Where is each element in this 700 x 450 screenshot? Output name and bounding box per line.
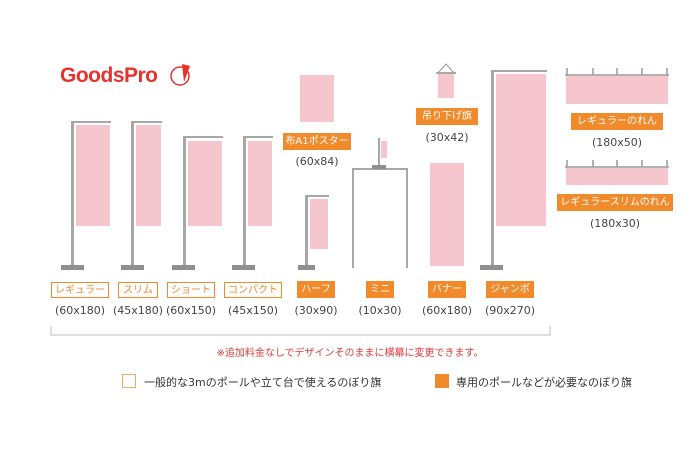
slim-label: スリム [118, 282, 158, 298]
mini-frame-left [352, 168, 354, 268]
slim-size: (45x180) [112, 304, 164, 317]
goodspro-logo: GoodsPro [60, 64, 158, 87]
half-size: (30x90) [294, 304, 338, 317]
banner-conversion-note: ※追加料金なしでデザインそのままに横幕に変更できます。 [216, 348, 484, 359]
poster-size: (60x84) [295, 155, 339, 168]
short-flag [188, 141, 222, 226]
poster-cloth [300, 75, 334, 122]
noren-rod-icon [565, 68, 669, 76]
logo-flag-icon [170, 64, 190, 86]
half-label: ハーフ [297, 281, 335, 298]
mini-size: (10x30) [358, 304, 402, 317]
compact-base [232, 265, 255, 270]
jumbo-base [480, 265, 503, 270]
hanging-bar [436, 72, 456, 74]
mini-flag [381, 141, 387, 158]
noren-size: (180x50) [591, 136, 643, 149]
short-size: (60x150) [165, 304, 217, 317]
noren-label: レギュラーのれん [571, 113, 663, 130]
mini-frame [352, 168, 408, 170]
poster-label: 布A1ポスター [283, 133, 351, 150]
regular-flag [76, 125, 110, 226]
hanging-flag [438, 74, 454, 98]
legend-filled-swatch [435, 374, 449, 388]
half-pole [305, 195, 308, 267]
banner-label: バナー [428, 281, 466, 298]
short-label: ショート [167, 282, 215, 298]
hanging-label: 吊り下げ旗 [416, 108, 478, 125]
compact-size: (45x150) [227, 304, 279, 317]
noren-slim-rod-icon [565, 160, 669, 168]
regular-base [61, 265, 84, 270]
regular-size: (60x180) [54, 304, 106, 317]
jumbo-pole [491, 70, 494, 267]
slim-base [121, 265, 144, 270]
group-bracket [50, 326, 551, 336]
jumbo-flag [496, 74, 546, 226]
legend-outline-swatch [122, 374, 136, 388]
regular-label: レギュラー [51, 282, 109, 298]
hanging-string-icon [437, 63, 455, 74]
slim-pole [131, 121, 134, 267]
mini-base [372, 165, 386, 169]
short-pole [183, 136, 186, 267]
mini-label: ミニ [366, 281, 394, 298]
short-base [172, 265, 195, 270]
slim-flag [136, 125, 161, 226]
jumbo-arm [491, 70, 547, 72]
compact-label: コンパクト [224, 282, 282, 298]
short-arm [183, 136, 223, 138]
half-flag [310, 199, 328, 249]
regular-arm [71, 121, 111, 123]
half-base [298, 265, 315, 270]
regular-pole [71, 121, 74, 267]
legend-filled-text: 専用のポールなどが必要なのぼり旗 [456, 376, 632, 389]
hanging-size: (30x42) [425, 131, 469, 144]
banner-size: (60x180) [421, 304, 473, 317]
noren-slim-label: レギュラースリムのれん [557, 194, 673, 211]
slim-arm [131, 121, 162, 123]
compact-arm [243, 136, 273, 138]
half-arm [305, 195, 329, 197]
compact-pole [243, 136, 246, 267]
mini-frame-right [406, 168, 408, 268]
legend-outline-text: 一般的な3mのポールや立て台で使えるのぼり旗 [144, 376, 382, 389]
banner-cloth [430, 163, 464, 266]
jumbo-size: (90x270) [484, 304, 536, 317]
compact-flag [248, 141, 272, 226]
mini-pole [378, 138, 380, 168]
noren-slim-cloth [566, 168, 668, 185]
jumbo-label: ジャンボ [486, 281, 534, 298]
noren-cloth [566, 76, 668, 104]
noren-slim-size: (180x30) [589, 217, 641, 230]
